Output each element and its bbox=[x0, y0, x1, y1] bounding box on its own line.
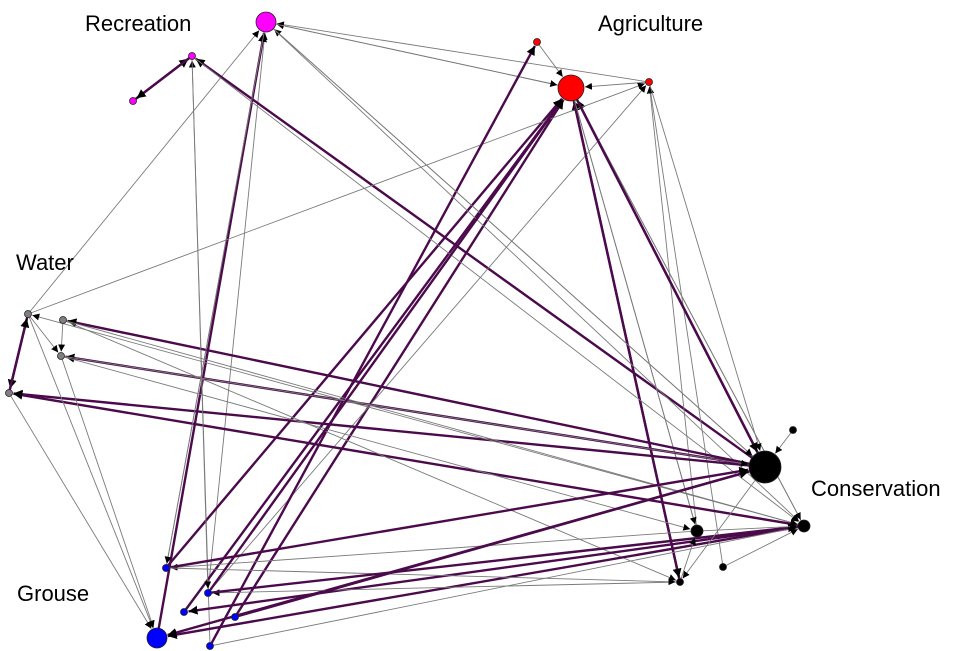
node-recreation-R1[interactable] bbox=[255, 11, 277, 33]
group-label-grouse: Grouse bbox=[17, 581, 90, 606]
edge-W2-to-C3 bbox=[64, 319, 798, 526]
edge-C3-to-W4 bbox=[13, 390, 802, 527]
edge-G4-to-C3 bbox=[209, 523, 798, 594]
group-label-water: Water bbox=[16, 250, 74, 275]
node-water-W2[interactable] bbox=[59, 316, 67, 324]
edge-R1-to-G2 bbox=[164, 25, 266, 564]
node-grouse-G3[interactable] bbox=[206, 642, 214, 650]
edge-W1-to-W3 bbox=[28, 314, 59, 353]
edge-G2-to-A1 bbox=[165, 97, 563, 568]
node-grouse-G5[interactable] bbox=[231, 613, 239, 621]
edge-A2-to-A1 bbox=[537, 42, 564, 77]
node-conservation-C5[interactable] bbox=[719, 563, 727, 571]
edge-C2-to-G2 bbox=[170, 530, 695, 571]
edge-C5-to-C3 bbox=[723, 528, 799, 567]
node-water-W1[interactable] bbox=[24, 310, 32, 318]
node-agriculture-A3[interactable] bbox=[645, 78, 653, 86]
edge-R2-to-R3 bbox=[135, 55, 192, 100]
edge-R1-to-C3 bbox=[268, 24, 800, 522]
node-grouse-G2[interactable] bbox=[162, 564, 170, 572]
edge-G5-to-C1 bbox=[235, 469, 749, 618]
edge-C1-to-R2 bbox=[195, 57, 761, 465]
group-label-agriculture: Agriculture bbox=[598, 11, 704, 36]
edge-G4-to-R1 bbox=[207, 32, 268, 592]
edge-C6-to-C1 bbox=[774, 430, 793, 454]
node-agriculture-A2[interactable] bbox=[533, 38, 541, 46]
edge-G2-to-C1 bbox=[167, 466, 749, 569]
node-grouse-G1[interactable] bbox=[146, 627, 168, 649]
node-conservation-C3[interactable] bbox=[797, 519, 811, 533]
edge-G1-to-R1 bbox=[156, 32, 267, 635]
edge-C5-to-A3 bbox=[647, 86, 724, 566]
edge-A1-to-C1 bbox=[572, 92, 759, 453]
group-label-conservation: Conservation bbox=[811, 476, 941, 501]
edge-A3-to-C1 bbox=[648, 83, 762, 451]
edge-C1-to-C4 bbox=[682, 471, 762, 579]
nodes-layer bbox=[5, 11, 811, 650]
node-grouse-G6[interactable] bbox=[180, 608, 188, 616]
node-conservation-C2[interactable] bbox=[690, 524, 704, 538]
edge-C3-to-W1 bbox=[32, 313, 802, 526]
edge-W1-to-A3 bbox=[29, 82, 645, 314]
node-conservation-C1[interactable] bbox=[748, 450, 782, 484]
edge-C1-to-W2 bbox=[67, 318, 759, 467]
edge-G3-to-A2 bbox=[209, 45, 536, 646]
edge-R1-to-A1 bbox=[269, 22, 558, 87]
node-conservation-C4[interactable] bbox=[676, 578, 684, 586]
edge-A3-to-R1 bbox=[276, 21, 648, 83]
edge-C3-to-G6 bbox=[188, 525, 802, 615]
edge-R1-to-C1 bbox=[268, 24, 753, 457]
edge-C1-to-W4 bbox=[13, 389, 759, 468]
edge-G3-to-C3 bbox=[211, 525, 798, 647]
edge-C3-to-G1 bbox=[167, 525, 802, 639]
node-recreation-R2[interactable] bbox=[188, 52, 196, 60]
edge-C2-to-A3 bbox=[646, 86, 698, 529]
edge-R2-to-G4 bbox=[191, 57, 212, 589]
edge-W3-to-C2 bbox=[62, 355, 691, 531]
node-agriculture-A1[interactable] bbox=[557, 74, 585, 102]
edge-G5-to-A1 bbox=[234, 99, 565, 617]
edges-layer bbox=[7, 21, 804, 647]
group-label-recreation: Recreation bbox=[85, 11, 192, 36]
edge-G2-to-C4 bbox=[167, 567, 676, 586]
edge-W4-to-G1 bbox=[9, 393, 152, 629]
node-grouse-G4[interactable] bbox=[204, 589, 212, 597]
edge-A1-to-C2 bbox=[571, 92, 697, 525]
edge-R2-to-C3 bbox=[192, 56, 799, 523]
edge-W3-to-C1 bbox=[62, 355, 749, 467]
node-water-W3[interactable] bbox=[57, 352, 65, 360]
edge-G4-to-A1 bbox=[207, 98, 564, 593]
edge-W4-to-W1 bbox=[8, 318, 30, 392]
node-conservation-C6[interactable] bbox=[789, 426, 797, 434]
edge-G6-to-A1 bbox=[183, 98, 564, 612]
edge-W2-to-C4 bbox=[64, 320, 677, 581]
edge-A1-to-C3 bbox=[573, 92, 802, 521]
edge-W1-to-G1 bbox=[28, 315, 154, 628]
edge-C2-to-C3 bbox=[699, 523, 798, 532]
edge-C4-to-G4 bbox=[212, 581, 679, 597]
edge-A1-to-C4 bbox=[570, 92, 682, 578]
edge-C4-to-C2 bbox=[679, 537, 696, 581]
edge-G4-to-A3 bbox=[208, 85, 647, 593]
edge-W2-to-W3 bbox=[58, 321, 66, 352]
edge-W3-to-G1 bbox=[61, 357, 155, 628]
node-water-W4[interactable] bbox=[5, 389, 13, 397]
node-recreation-R3[interactable] bbox=[129, 97, 137, 105]
